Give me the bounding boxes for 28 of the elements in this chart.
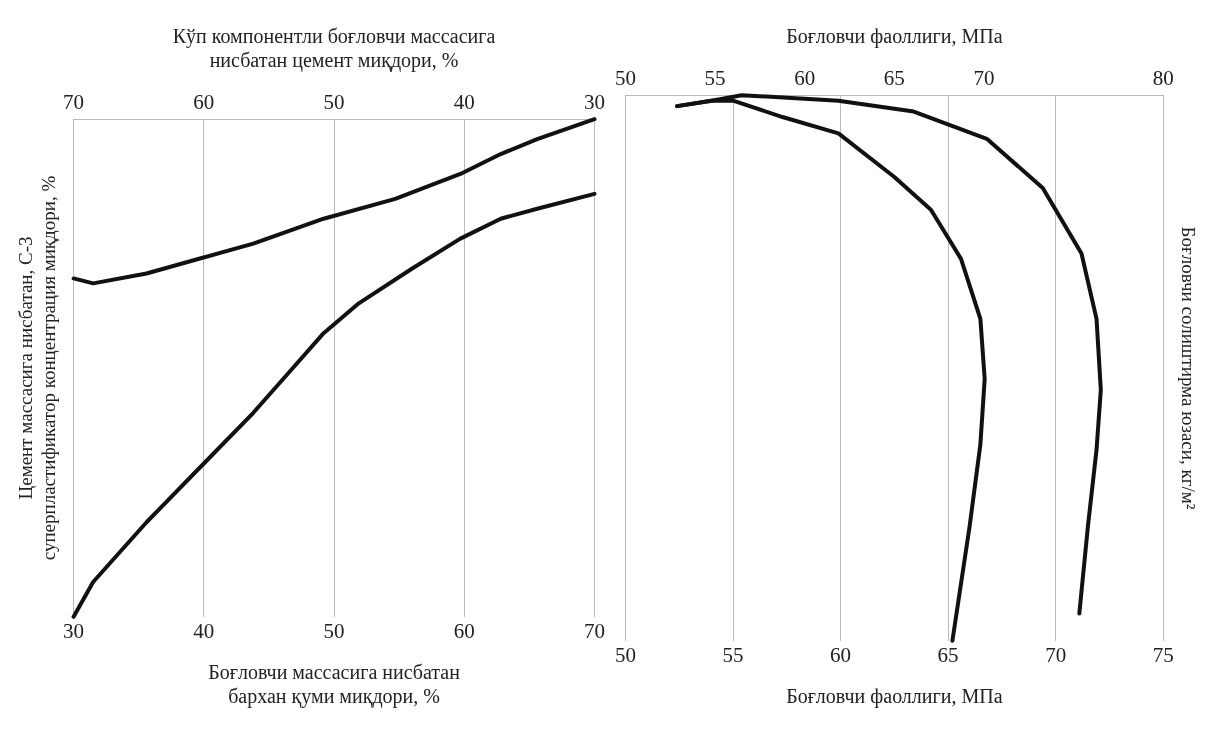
x2-tick-label: 60 — [794, 66, 816, 91]
x2-tick-label: 50 — [615, 66, 636, 91]
x2-axis-title: Кўп компонентли боғловчи массасига нисбатан цемент миқдори, % — [172, 25, 496, 73]
x2-tick-label: 50 — [323, 90, 345, 115]
x-tick-label: 60 — [453, 618, 475, 643]
x2-tick-label: 70 — [973, 66, 995, 91]
x2-tick-label: 40 — [453, 90, 475, 115]
x-tick-label: 40 — [193, 618, 215, 643]
x2-axis-title: Боғловчи фаоллиги, МПа — [786, 25, 1003, 49]
x-tick-label: 30 — [63, 618, 85, 643]
x2-tick-label: 65 — [883, 66, 905, 91]
x2-tick-label: 60 — [193, 90, 215, 115]
x-tick-label: 70 — [1045, 642, 1067, 667]
x2-tick-label: 80 — [1152, 66, 1174, 91]
x2-tick-label: 30 — [584, 90, 605, 115]
x-tick-label: 75 — [1152, 642, 1174, 667]
x2-tick-label: 70 — [63, 90, 85, 115]
x-tick-label: 50 — [323, 618, 345, 643]
x-tick-label: 70 — [584, 618, 605, 643]
x-tick-label: 50 — [615, 642, 636, 667]
y-axis-title: Цемент массасига нисбатан, С-3 суперпластификатор концентрация миқдори, % — [15, 175, 60, 561]
x2-tick-label: 55 — [704, 66, 726, 91]
y-axis-title: Боғловчи солиштирма юзаси, кг/м² — [1177, 226, 1199, 510]
x-axis-title: Боғловчи фаоллиги, МПа — [786, 685, 1003, 709]
x-tick-label: 55 — [722, 642, 744, 667]
x-tick-label: 60 — [830, 642, 852, 667]
x-tick-label: 65 — [937, 642, 959, 667]
x-axis-title: Боғловчи массасига нисбатан бархан қуми миқдори, % — [208, 661, 461, 709]
